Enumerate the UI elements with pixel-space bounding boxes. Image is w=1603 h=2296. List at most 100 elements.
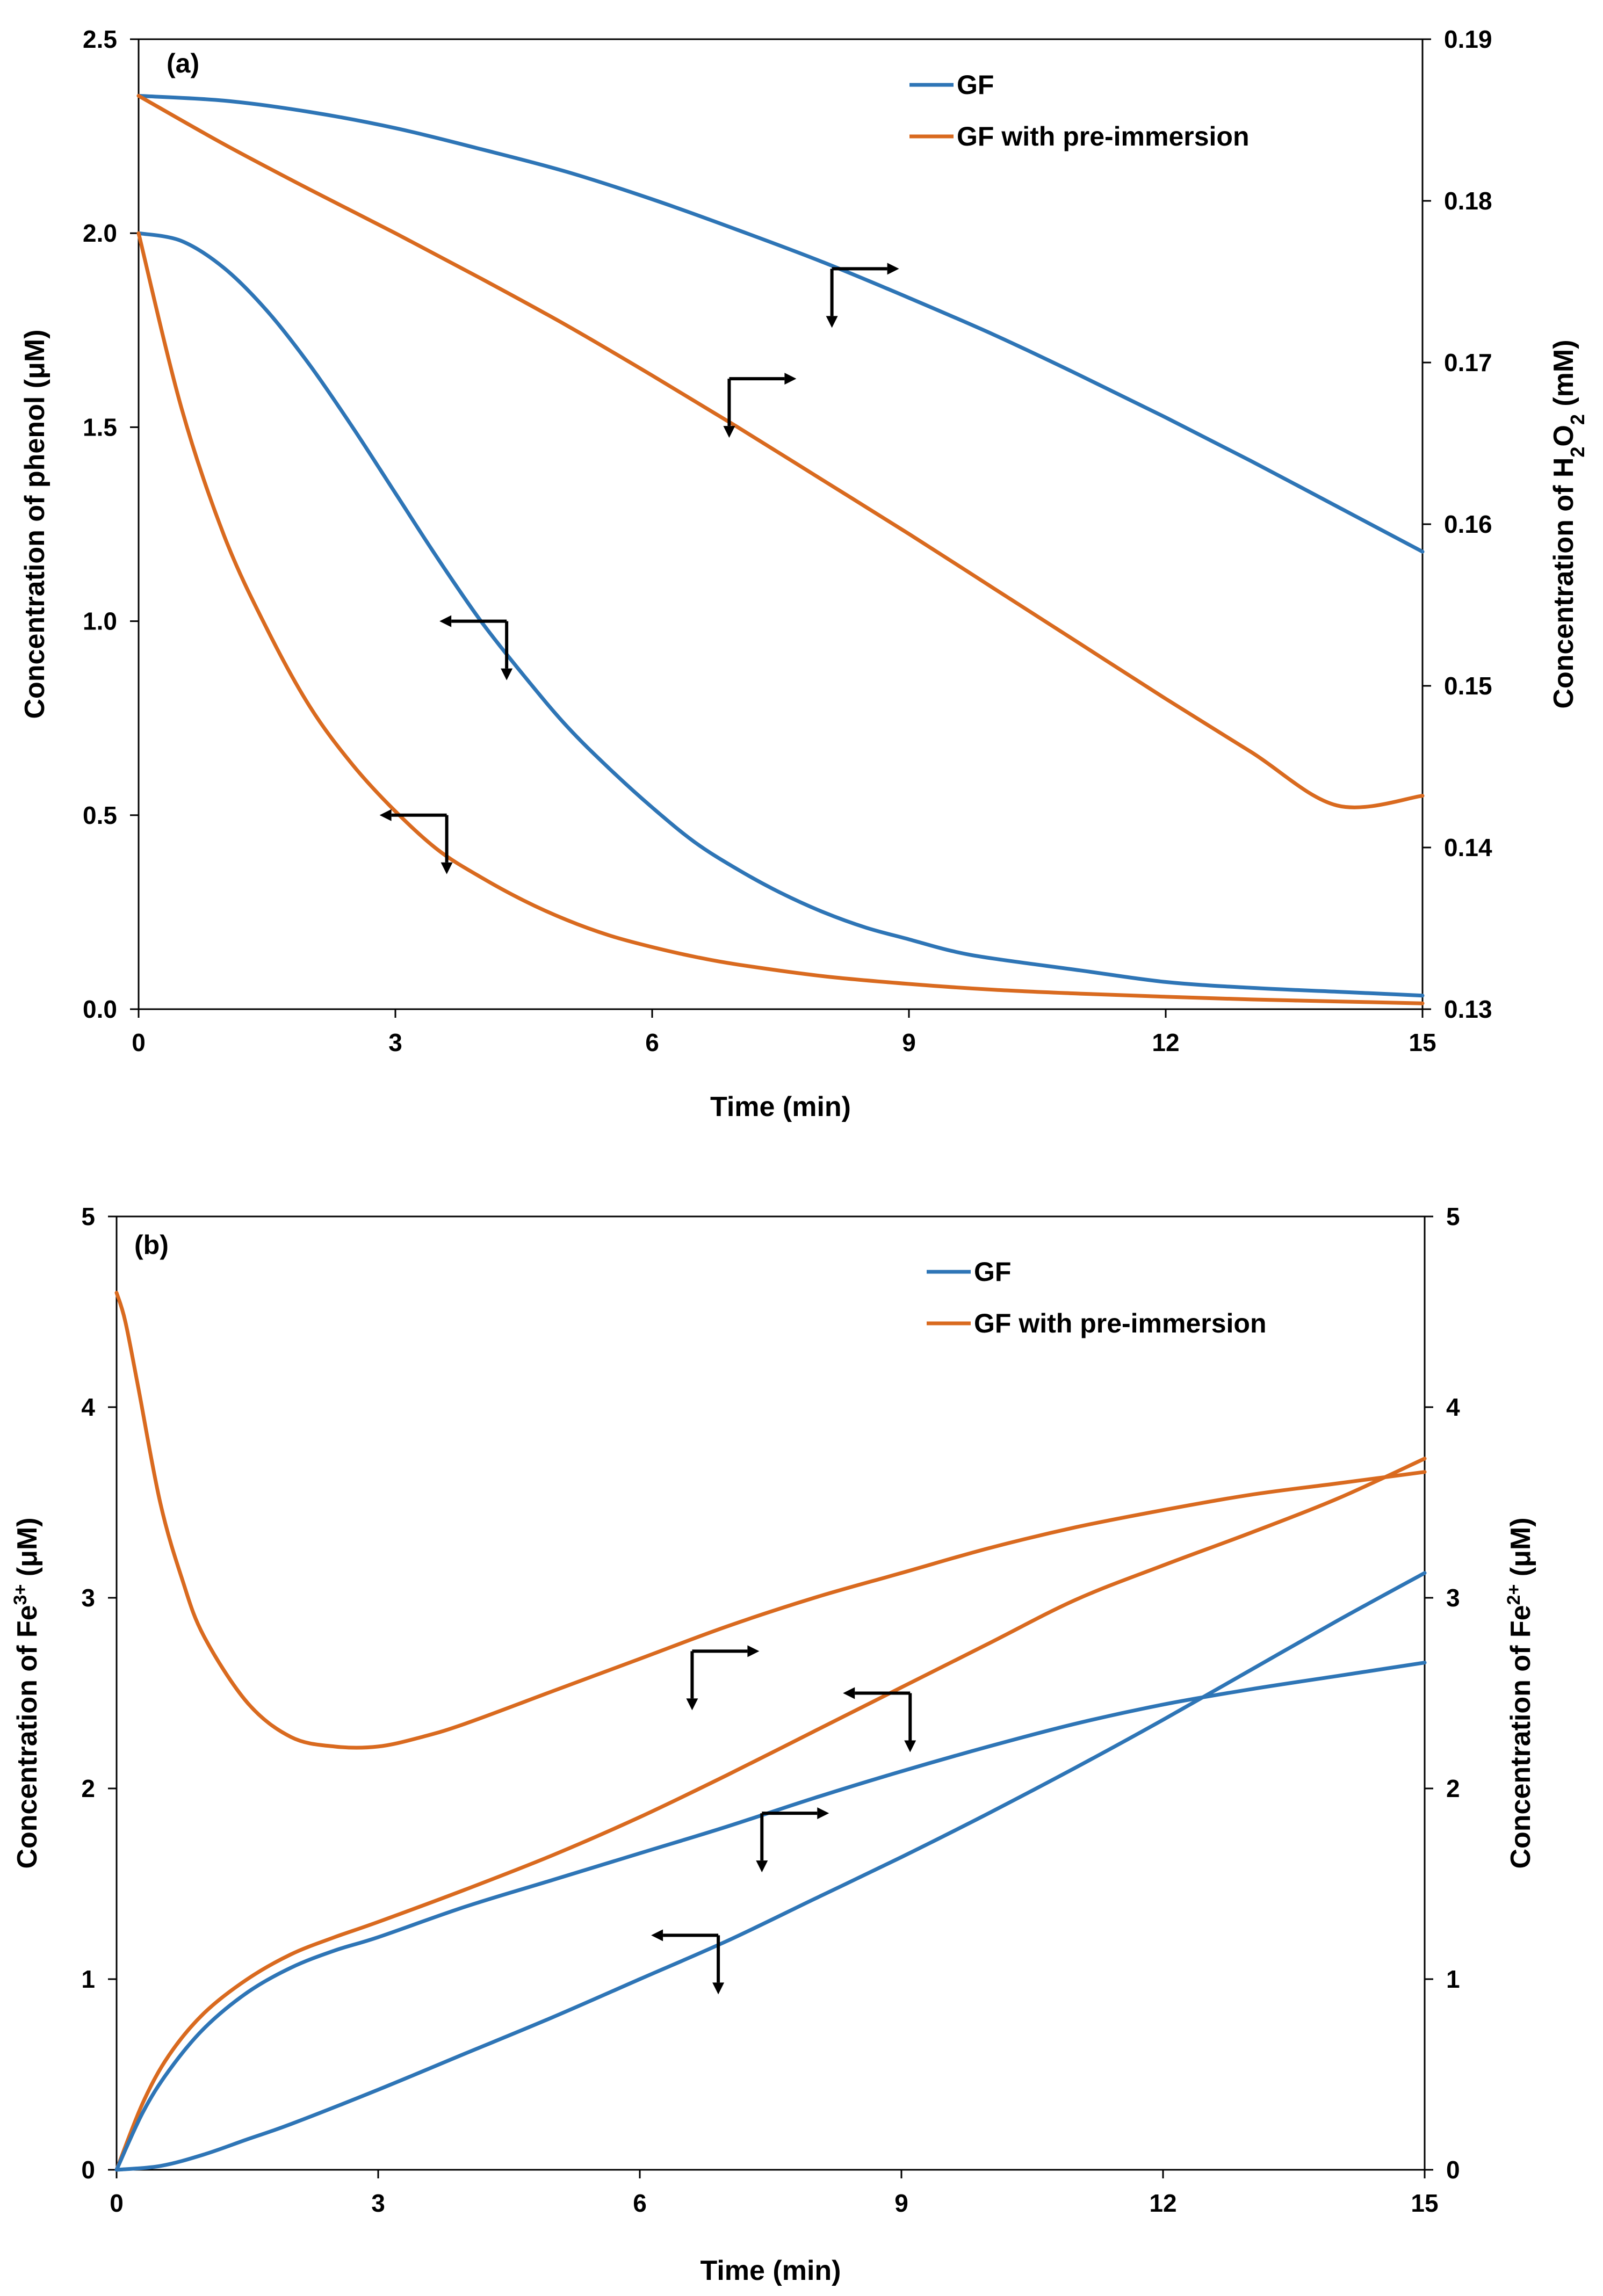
y-left-tick-label: 0.5	[83, 801, 117, 829]
arrowhead-left	[379, 809, 392, 821]
plot-frame	[115, 1215, 1426, 2171]
x-tick-label: 6	[645, 1029, 659, 1056]
series-line-4	[114, 1291, 1427, 1750]
legend-entry: GF with pre-immersion	[909, 121, 1250, 151]
panel-label: (a)	[167, 48, 199, 78]
arrowhead-down	[441, 862, 453, 874]
axis-title-subscript: 2	[1566, 414, 1588, 425]
arrowhead-down	[756, 1860, 768, 1873]
x-tick-label: 0	[132, 1029, 146, 1056]
y-left-tick-label: 1.5	[83, 413, 117, 441]
x-axis-title: Time (min)	[710, 1091, 851, 1122]
axis-title-part: Concentration of Fe	[1505, 1605, 1536, 1868]
axis-title-part: Concentration of Fe	[12, 1605, 43, 1868]
y-right-tick-label: 0.19	[1444, 25, 1492, 53]
series-line-1	[114, 1571, 1427, 2172]
legend-label: GF with pre-immersion	[974, 1308, 1267, 1338]
x-tick-label: 15	[1411, 2189, 1438, 2217]
x-tick-label: 12	[1152, 1029, 1179, 1056]
arrowhead-right	[887, 263, 899, 275]
axis-title-superscript: 2+	[1504, 1584, 1524, 1605]
series-line-1	[136, 231, 1425, 998]
y-right-tick-label: 0.17	[1444, 349, 1492, 376]
axis-title-part: Concentration of H	[1548, 458, 1579, 709]
y-left-tick-label: 2.0	[83, 219, 117, 247]
arrowhead-down	[501, 668, 513, 680]
y-right-tick-label: 0.13	[1444, 995, 1492, 1023]
y-left-tick-label: 1.0	[83, 607, 117, 635]
axis-title-part: (μM)	[1505, 1517, 1536, 1584]
y-right-axis-title: Concentration of H2O2 (mM)	[1548, 339, 1588, 708]
y-right-tick-label: 1	[1446, 1965, 1460, 1993]
y-left-tick-label: 2	[81, 1774, 95, 1802]
x-tick-label: 3	[371, 2189, 385, 2217]
y-right-tick-label: 0.18	[1444, 187, 1492, 215]
arrowhead-left	[651, 1929, 663, 1942]
axis-title-superscript: 3+	[10, 1584, 31, 1605]
axis-title-part: (mM)	[1548, 339, 1579, 414]
legend-entry: GF	[927, 1257, 1011, 1287]
x-axis-title: Time (min)	[701, 2255, 841, 2286]
x-tick-label: 15	[1409, 1029, 1436, 1056]
y-left-axis-title: Concentration of phenol (μM)	[19, 329, 50, 719]
series-line-3	[136, 93, 1425, 554]
y-right-tick-label: 0.16	[1444, 510, 1492, 538]
axis-title-part: O	[1548, 425, 1579, 446]
legend-entry: GF	[909, 70, 994, 100]
y-left-tick-label: 2.5	[83, 25, 117, 53]
y-right-axis-title: Concentration of Fe2+ (μM)	[1504, 1517, 1536, 1868]
y-left-axis-title: Concentration of Fe3+ (μM)	[10, 1517, 43, 1868]
x-tick-label: 0	[110, 2189, 124, 2217]
series-line-4	[136, 93, 1425, 809]
y-left-tick-label: 0	[81, 2156, 95, 2184]
arrowhead-right	[747, 1645, 760, 1657]
axis-indicator-arrow	[756, 1807, 829, 1873]
y-right-tick-label: 0.14	[1444, 834, 1492, 861]
series-line-2	[114, 1457, 1427, 2172]
axis-title-part: (μM)	[12, 1517, 43, 1584]
x-tick-label: 12	[1149, 2189, 1176, 2217]
legend-label: GF	[957, 70, 994, 100]
y-right-tick-label: 4	[1446, 1393, 1460, 1421]
axis-indicator-arrow	[439, 615, 513, 680]
axis-indicator-arrow	[843, 1687, 916, 1752]
arrowhead-left	[843, 1687, 855, 1699]
x-tick-label: 9	[894, 2189, 908, 2217]
arrowhead-down	[712, 1982, 725, 1995]
y-right-tick-label: 3	[1446, 1584, 1460, 1612]
series-line-3	[114, 1661, 1427, 2172]
x-tick-label: 6	[633, 2189, 647, 2217]
arrowhead-right	[817, 1807, 829, 1820]
x-tick-label: 9	[902, 1029, 916, 1056]
legend-entry: GF with pre-immersion	[927, 1308, 1267, 1338]
y-left-tick-label: 0.0	[83, 995, 117, 1023]
legend-label: GF	[974, 1257, 1011, 1287]
arrowhead-down	[686, 1698, 698, 1711]
axis-indicator-arrow	[379, 809, 453, 874]
y-left-tick-label: 5	[81, 1203, 95, 1230]
axis-title-subscript: 2	[1566, 447, 1588, 458]
axis-indicator-arrow	[651, 1929, 725, 1995]
axis-indicator-arrow	[723, 373, 797, 438]
x-tick-label: 3	[388, 1029, 402, 1056]
arrowhead-left	[439, 615, 452, 627]
legend-label: GF with pre-immersion	[957, 121, 1250, 151]
arrowhead-down	[904, 1740, 916, 1752]
arrowhead-right	[784, 373, 797, 385]
y-left-tick-label: 3	[81, 1584, 95, 1612]
y-right-tick-label: 0	[1446, 2156, 1460, 2184]
series-line-2	[136, 231, 1425, 1005]
panel-label: (b)	[134, 1230, 169, 1260]
y-right-tick-label: 5	[1446, 1203, 1460, 1230]
arrowhead-down	[723, 426, 735, 438]
y-right-tick-label: 0.15	[1444, 672, 1492, 700]
y-left-tick-label: 4	[81, 1393, 95, 1421]
y-right-tick-label: 2	[1446, 1774, 1460, 1802]
axis-indicator-arrow	[826, 263, 899, 328]
axis-indicator-arrow	[686, 1645, 760, 1711]
arrowhead-down	[826, 316, 838, 328]
y-left-tick-label: 1	[81, 1965, 95, 1993]
chart-panel-a: 0 3 6 9 12 15 0.0 0.5 1.0 1.5 2.0 2.5 0.13 0.14 0.15 0.…	[19, 25, 1588, 1122]
